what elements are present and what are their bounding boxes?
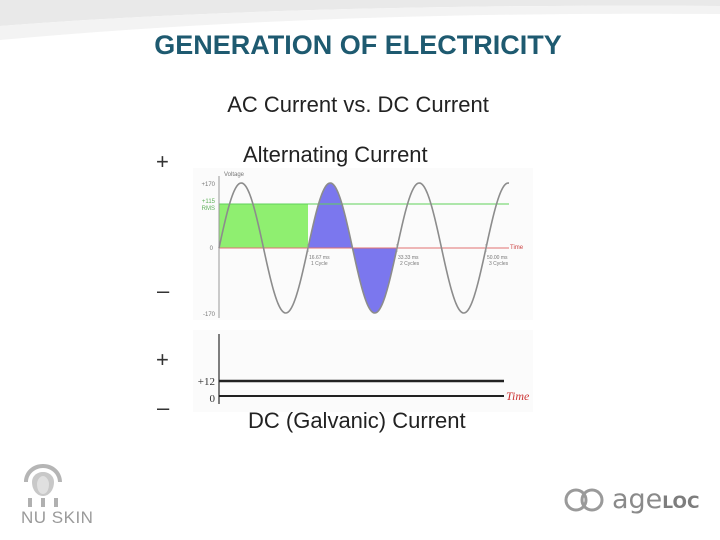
plus-sign-bottom: + <box>156 347 169 372</box>
cycle-marker-count: 3 Cycles <box>489 261 509 267</box>
slide-subtitle: AC Current vs. DC Current <box>227 92 489 117</box>
voltage-axis-label: Voltage <box>224 172 245 178</box>
dc-time-axis-label: Time <box>506 389 530 403</box>
ac-chart: 16.67 ms1 Cycle 33.33 ms2 Cycles 50.00 ms3… <box>193 168 533 320</box>
slide-title: GENERATION OF ELECTRICITY <box>154 30 562 60</box>
nu-skin-logo-icon <box>24 464 62 507</box>
ageloc-logo-icon <box>564 488 604 512</box>
dc-chart: +12 0 Time <box>193 330 533 412</box>
tick-rms-label: RMS <box>202 206 215 212</box>
ac-chart-label: Alternating Current <box>243 142 428 167</box>
dc-tick-zero: 0 <box>210 393 216 405</box>
minus-sign-bottom: – <box>157 395 170 420</box>
tick-rms-value: +115 <box>202 199 216 205</box>
tick-peak-positive: +170 <box>201 182 215 188</box>
ac-time-axis-label: Time <box>510 245 524 251</box>
cycle-marker-count: 2 Cycles <box>400 261 420 267</box>
nu-skin-logo-text: NU SKIN <box>21 508 94 527</box>
tick-peak-negative: -170 <box>203 312 216 318</box>
plus-sign-top: + <box>156 149 169 174</box>
ageloc-logo-text: ageLOC <box>612 484 700 515</box>
cycle-marker-time: 16.67 ms <box>309 255 330 261</box>
tick-zero: 0 <box>210 246 214 252</box>
top-banner <box>0 0 720 40</box>
cycle-marker-time: 33.33 ms <box>398 255 419 261</box>
ac-waveform <box>218 182 510 314</box>
cycle-marker-count: 1 Cycle <box>311 261 328 267</box>
cycle-marker-time: 50.00 ms <box>487 255 508 261</box>
dc-chart-label: DC (Galvanic) Current <box>248 408 466 433</box>
rms-area <box>219 204 308 248</box>
dc-chart-background <box>193 330 533 412</box>
cycle-markers: 16.67 ms1 Cycle 33.33 ms2 Cycles 50.00 ms3… <box>307 244 509 267</box>
minus-sign-top: – <box>157 278 170 303</box>
dc-tick-top: +12 <box>198 376 215 388</box>
